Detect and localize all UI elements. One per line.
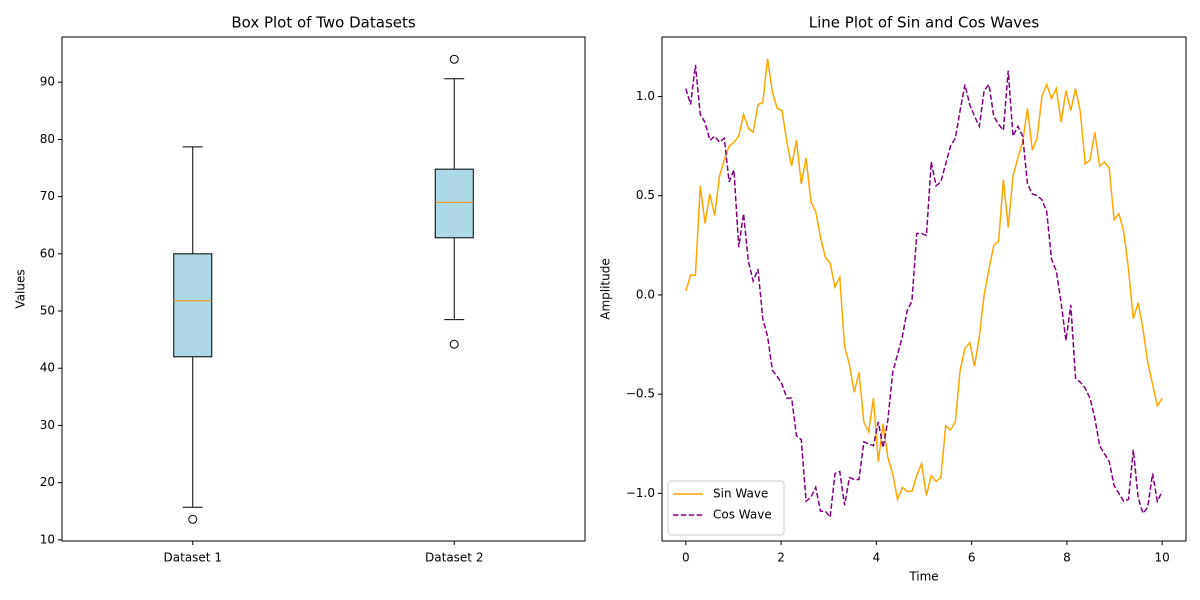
outlier <box>449 339 459 349</box>
y-tick-label: 10 <box>40 532 55 546</box>
box <box>173 253 213 358</box>
outlier <box>449 54 459 64</box>
outlier <box>188 514 198 524</box>
legend-label: Sin Wave <box>713 487 768 501</box>
line-series <box>685 64 1163 520</box>
x-tick-label: 4 <box>873 551 881 565</box>
x-tick-label: Dataset 1 <box>164 551 222 565</box>
y-tick-label: 40 <box>40 361 55 375</box>
y-tick-label: 1.0 <box>636 89 655 103</box>
y-axis-label: Values <box>14 269 28 308</box>
x-tick-label: Dataset 2 <box>425 551 483 565</box>
box <box>434 168 474 239</box>
y-tick-label: 90 <box>40 75 55 89</box>
x-tick-label: 10 <box>1155 551 1170 565</box>
y-tick-label: 50 <box>40 304 55 318</box>
axes-frame <box>61 36 586 542</box>
chart-title: Box Plot of Two Datasets <box>231 14 416 32</box>
x-tick-label: 0 <box>682 551 690 565</box>
y-tick-label: 20 <box>40 475 55 489</box>
y-tick-label: 60 <box>40 246 55 260</box>
axes-frame <box>661 36 1187 542</box>
y-tick-label: 80 <box>40 132 55 146</box>
y-tick-label: 70 <box>40 189 55 203</box>
x-axis-label: Time <box>908 570 938 584</box>
y-tick-label: 0.5 <box>636 188 655 202</box>
y-tick-label: −1.0 <box>626 486 655 500</box>
legend-label: Cos Wave <box>713 508 772 522</box>
y-axis-label: Amplitude <box>599 258 613 320</box>
line-series <box>685 58 1163 502</box>
y-tick-label: −0.5 <box>626 387 655 401</box>
x-tick-label: 2 <box>777 551 785 565</box>
chart-title: Line Plot of Sin and Cos Waves <box>809 14 1040 32</box>
x-tick-label: 6 <box>968 551 976 565</box>
y-tick-label: 0.0 <box>636 287 655 301</box>
y-tick-label: 30 <box>40 418 55 432</box>
x-tick-label: 8 <box>1063 551 1071 565</box>
